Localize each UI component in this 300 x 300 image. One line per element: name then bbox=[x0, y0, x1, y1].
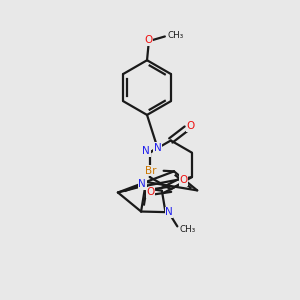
Text: N: N bbox=[154, 142, 161, 153]
Text: Br: Br bbox=[145, 166, 157, 176]
Text: CH₃: CH₃ bbox=[168, 31, 184, 40]
Text: CH₃: CH₃ bbox=[180, 226, 196, 235]
Text: N: N bbox=[165, 207, 173, 217]
Text: O: O bbox=[179, 175, 188, 185]
Text: O: O bbox=[186, 121, 194, 131]
Text: N: N bbox=[138, 179, 146, 189]
Text: O: O bbox=[145, 35, 153, 45]
Text: O: O bbox=[146, 187, 154, 197]
Text: N: N bbox=[142, 146, 150, 157]
